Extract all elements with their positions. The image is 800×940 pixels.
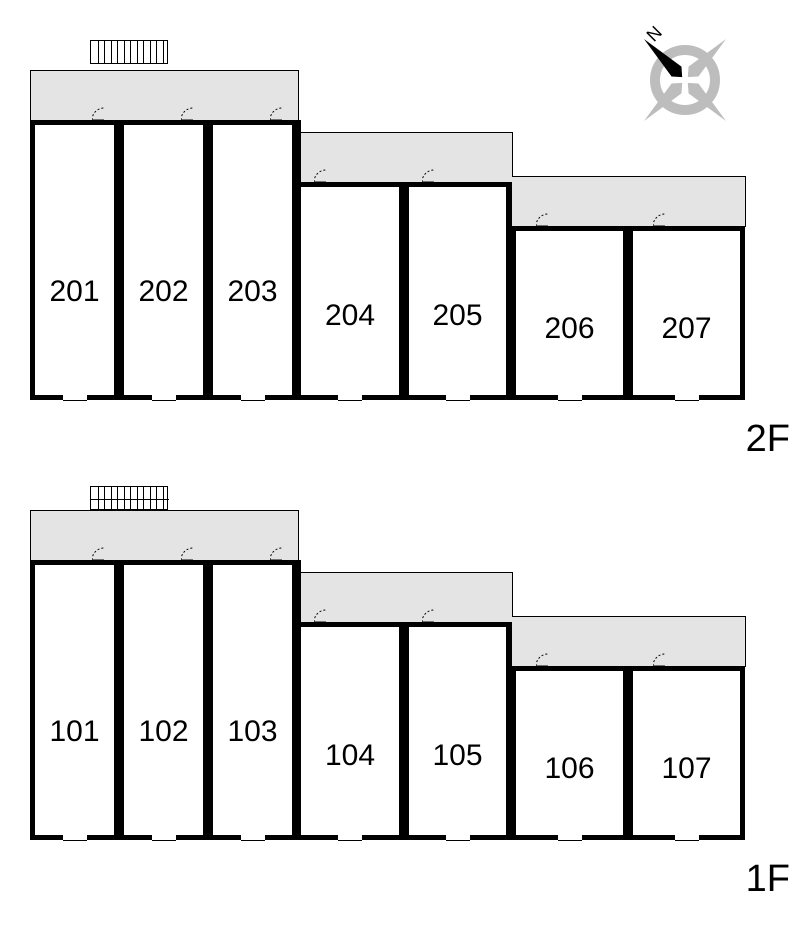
wall (511, 226, 628, 231)
wall (511, 666, 628, 671)
floor-label-2: 2F (746, 418, 790, 461)
wall (296, 622, 404, 627)
wall (119, 560, 124, 840)
room-206: 206 (511, 226, 628, 400)
wall (404, 622, 409, 840)
wall (208, 560, 213, 840)
wall (404, 182, 409, 400)
wall (623, 666, 628, 840)
window-opening (446, 835, 470, 841)
floor-2: 201 202 203 204 205 206 207 (30, 60, 750, 420)
wall (404, 182, 511, 187)
wall (114, 120, 119, 400)
svg-text:N: N (643, 22, 666, 45)
wall (507, 622, 512, 671)
room-label: 106 (511, 752, 628, 786)
room-201: 201 (30, 120, 119, 400)
wall (399, 182, 404, 400)
wall (208, 120, 213, 400)
corridor (30, 70, 299, 121)
room-label: 103 (208, 715, 297, 749)
room-label: 104 (296, 739, 404, 773)
window-opening (558, 395, 582, 401)
floor-label-1: 1F (746, 858, 790, 901)
room-202: 202 (119, 120, 208, 400)
door-icon (422, 608, 448, 624)
room-label: 204 (296, 299, 404, 333)
floor-1: 101 102 103 104 105 106 107 (30, 500, 750, 860)
room-106: 106 (511, 666, 628, 840)
wall (30, 120, 35, 400)
wall (507, 182, 512, 231)
window-opening (675, 395, 699, 401)
window-opening (152, 835, 176, 841)
room-103: 103 (208, 560, 297, 840)
wall (30, 395, 745, 400)
wall (623, 226, 628, 400)
room-label: 202 (119, 275, 208, 309)
room-204: 204 (296, 182, 404, 400)
wall (511, 226, 516, 400)
room-207: 207 (628, 226, 745, 400)
wall (628, 226, 745, 231)
wall (296, 182, 404, 187)
wall (119, 120, 124, 400)
stairs-icon (90, 40, 168, 64)
window-opening (338, 835, 362, 841)
floor-plan-page: N 201 202 203 204 205 206 (0, 0, 800, 940)
room-label: 105 (404, 739, 511, 773)
door-icon (653, 652, 679, 668)
room-label: 206 (511, 312, 628, 346)
window-opening (241, 395, 265, 401)
wall (628, 226, 633, 400)
wall (296, 560, 301, 627)
room-102: 102 (119, 560, 208, 840)
wall (404, 622, 511, 627)
window-opening (63, 835, 87, 841)
wall (628, 666, 633, 840)
wall (511, 666, 516, 840)
wall (30, 560, 35, 840)
room-107: 107 (628, 666, 745, 840)
door-icon (653, 212, 679, 228)
wall (203, 120, 208, 400)
wall (30, 835, 745, 840)
wall (399, 622, 404, 840)
corridor (30, 510, 299, 561)
wall (740, 666, 745, 840)
door-icon (422, 168, 448, 184)
window-opening (675, 835, 699, 841)
wall (296, 120, 301, 187)
window-opening (63, 395, 87, 401)
door-icon (314, 168, 340, 184)
window-opening (558, 835, 582, 841)
door-icon (536, 652, 562, 668)
room-203: 203 (208, 120, 297, 400)
wall (628, 666, 745, 671)
wall (203, 560, 208, 840)
wall (740, 226, 745, 400)
door-icon (314, 608, 340, 624)
window-opening (338, 395, 362, 401)
room-label: 101 (30, 715, 119, 749)
window-opening (152, 395, 176, 401)
room-label: 107 (628, 752, 745, 786)
room-label: 203 (208, 275, 297, 309)
window-opening (241, 835, 265, 841)
room-label: 201 (30, 275, 119, 309)
room-label: 207 (628, 312, 745, 346)
stairs-icon (90, 486, 168, 510)
room-104: 104 (296, 622, 404, 840)
room-label: 205 (404, 299, 511, 333)
room-205: 205 (404, 182, 511, 400)
room-105: 105 (404, 622, 511, 840)
room-101: 101 (30, 560, 119, 840)
door-icon (536, 212, 562, 228)
room-label: 102 (119, 715, 208, 749)
window-opening (446, 395, 470, 401)
wall (114, 560, 119, 840)
